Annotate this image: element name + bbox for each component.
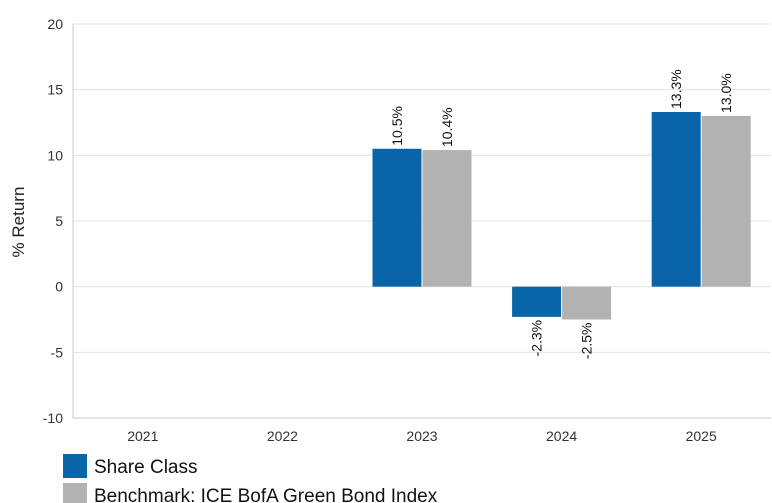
- y-tick-label: 15: [47, 82, 63, 98]
- data-label: 10.4%: [439, 107, 455, 147]
- data-label: -2.3%: [529, 320, 545, 357]
- data-label: 13.0%: [718, 73, 734, 113]
- y-tick-label: 20: [47, 16, 63, 32]
- legend-label-benchmark: Benchmark: ICE BofA Green Bond Index: [94, 486, 438, 503]
- y-tick-label: 0: [55, 279, 63, 295]
- axes: [72, 24, 771, 419]
- y-tick-label: -5: [51, 344, 64, 360]
- bar-benchmark: [562, 286, 612, 320]
- tick-labels: -10 -5 0 5 10 15 20 2021 2022 2023 2024 2025: [43, 16, 717, 444]
- data-label: -2.5%: [579, 323, 595, 360]
- x-tick-label: 2023: [406, 428, 437, 444]
- x-tick-label: 2021: [127, 428, 158, 444]
- legend-label-share-class: Share Class: [94, 457, 198, 478]
- data-labels: 10.5% 10.4% -2.3% -2.5% 13.3% 13.0%: [389, 69, 734, 359]
- bar-share-class: [512, 286, 562, 317]
- y-tick-label: 10: [47, 147, 63, 163]
- bar-benchmark: [701, 115, 751, 287]
- y-tick-label: -10: [43, 410, 63, 426]
- bar-benchmark: [422, 150, 472, 287]
- y-axis-title: % Return: [9, 187, 28, 258]
- bar-share-class: [372, 148, 422, 287]
- bars: [372, 111, 751, 320]
- x-tick-label: 2022: [267, 428, 298, 444]
- data-label: 10.5%: [389, 106, 405, 146]
- x-tick-label: 2025: [686, 428, 717, 444]
- data-label: 13.3%: [668, 69, 684, 109]
- legend-swatch-benchmark: [63, 483, 87, 503]
- y-tick-label: 5: [55, 213, 63, 229]
- x-tick-label: 2024: [546, 428, 577, 444]
- bar-share-class: [651, 111, 701, 287]
- gridlines: [73, 23, 771, 353]
- legend: Share Class Benchmark: ICE BofA Green Bon…: [63, 454, 438, 503]
- legend-swatch-share-class: [63, 454, 87, 478]
